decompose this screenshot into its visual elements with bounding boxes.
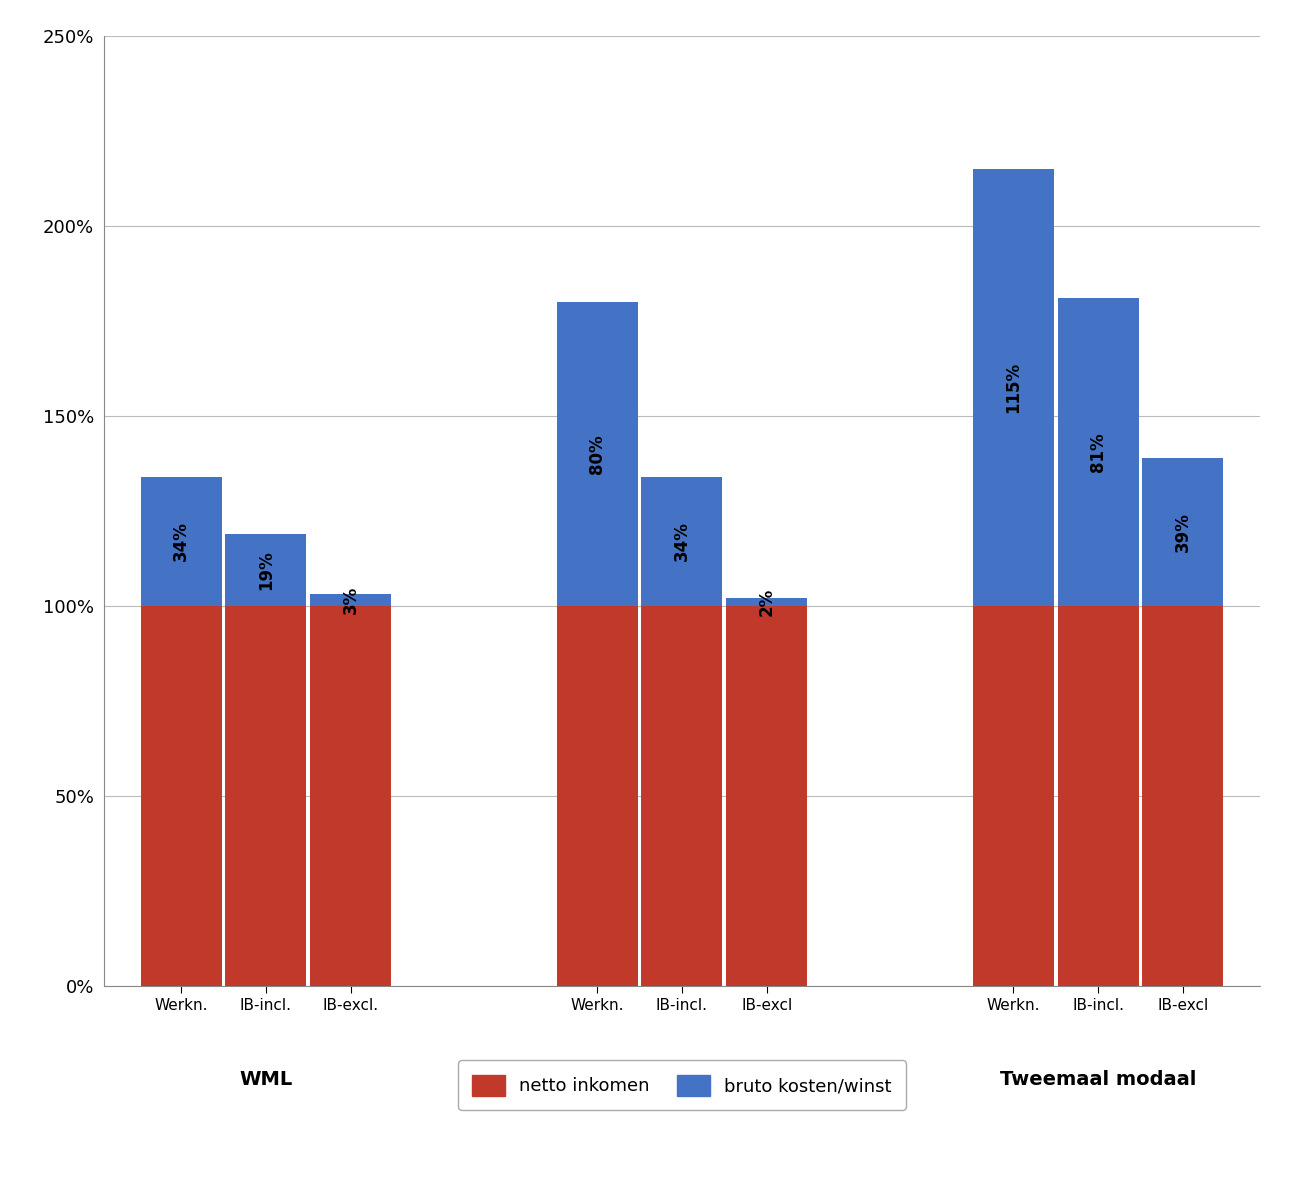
Bar <box>1142 606 1224 986</box>
Bar <box>973 606 1053 986</box>
Text: WML: WML <box>239 1069 292 1088</box>
Bar <box>726 606 807 986</box>
Bar <box>140 476 222 606</box>
Bar <box>310 594 391 606</box>
Text: 39%: 39% <box>1174 512 1191 551</box>
Legend: netto inkomen, bruto kosten/winst: netto inkomen, bruto kosten/winst <box>459 1061 905 1110</box>
Text: Tweemaal modaal: Tweemaal modaal <box>1000 1069 1196 1088</box>
Text: 34%: 34% <box>173 522 190 561</box>
Bar <box>642 476 722 606</box>
Bar <box>726 599 807 606</box>
Bar <box>557 302 638 606</box>
Text: 3%: 3% <box>342 586 360 614</box>
Bar <box>1057 298 1138 606</box>
Bar <box>140 606 222 986</box>
Bar <box>310 606 391 986</box>
Bar <box>557 606 638 986</box>
Text: 115%: 115% <box>1004 361 1022 413</box>
Bar <box>1142 457 1224 606</box>
Bar <box>1057 606 1138 986</box>
Bar <box>973 169 1053 606</box>
Bar <box>226 533 307 606</box>
Text: 34%: 34% <box>673 522 691 561</box>
Text: 80%: 80% <box>588 434 607 474</box>
Bar <box>226 606 307 986</box>
Text: 2%: 2% <box>757 588 776 617</box>
Text: Modaal: Modaal <box>642 1069 722 1088</box>
Text: 19%: 19% <box>257 550 275 589</box>
Text: 81%: 81% <box>1089 432 1107 472</box>
Bar <box>642 606 722 986</box>
